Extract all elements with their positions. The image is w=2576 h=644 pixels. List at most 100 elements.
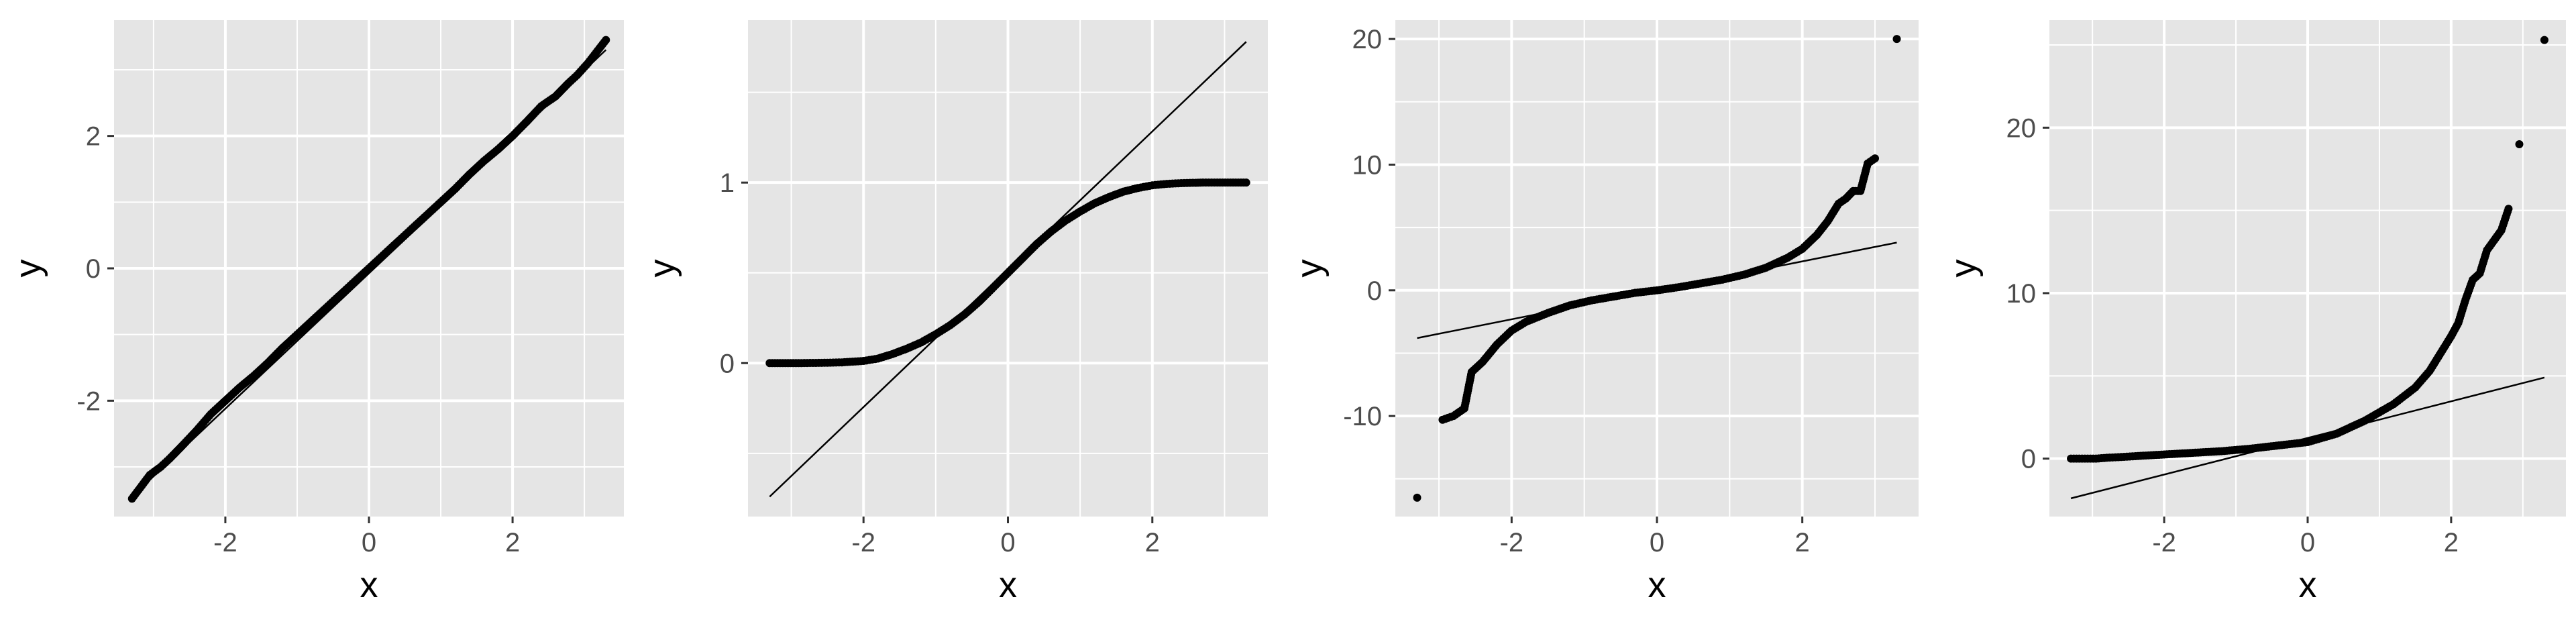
data-point (2116, 453, 2125, 462)
y-tick-label: -10 (1343, 402, 1382, 431)
data-point (1479, 358, 1487, 366)
x-tick-label: 2 (1795, 528, 1810, 557)
data-point (2483, 246, 2491, 254)
x-axis-title: x (999, 565, 1017, 605)
data-point (1740, 270, 1748, 279)
x-tick-label: 0 (2300, 528, 2315, 557)
data-point (1798, 244, 1807, 253)
data-point (975, 297, 983, 306)
data-point (946, 321, 955, 329)
data-point (888, 350, 897, 358)
x-tick-label: -2 (1500, 528, 1524, 557)
data-point (127, 494, 136, 503)
reference-line (2070, 376, 2545, 500)
data-point (2475, 269, 2484, 278)
data-point (2447, 332, 2455, 341)
data-point (2188, 449, 2197, 458)
y-tick-label: 0 (720, 349, 735, 378)
data-point (808, 359, 817, 368)
data-point (2390, 400, 2398, 409)
data-point (1119, 187, 1128, 196)
data-point (1566, 301, 1574, 310)
data-point (1674, 283, 1683, 292)
x-tick-label: -2 (213, 528, 237, 557)
y-tick-label: 0 (86, 254, 101, 284)
data-point (1697, 279, 1705, 288)
data-point (551, 92, 560, 101)
data-point (146, 470, 154, 479)
y-axis-title: y (8, 260, 48, 278)
data-point (1004, 268, 1012, 277)
data-point (902, 344, 911, 353)
data-point (2102, 453, 2111, 462)
data-point (393, 237, 402, 246)
data-point (250, 371, 258, 380)
data-point (1467, 368, 1476, 376)
data-point (321, 304, 330, 313)
data-point (2332, 429, 2341, 438)
data-point (1823, 217, 1832, 225)
data-point (823, 358, 832, 367)
qq-panel-3: -2 0 2 -10 0 10 20 x y (1289, 20, 1919, 605)
data-point (1242, 178, 1250, 187)
x-tick-label: -2 (2152, 528, 2176, 557)
y-axis-title: y (1289, 260, 1330, 278)
data-point (480, 157, 488, 166)
data-point (292, 330, 301, 339)
data-point (336, 290, 345, 299)
point-trail (2070, 207, 2512, 463)
data-point (1163, 180, 1171, 189)
data-point (1105, 193, 1114, 201)
x-tick-label: -2 (851, 528, 875, 557)
data-point (2304, 438, 2312, 446)
data-point (1018, 254, 1027, 263)
data-point (2131, 451, 2140, 460)
data-point (207, 410, 215, 419)
data-point (602, 36, 610, 44)
data-point (1653, 286, 1661, 294)
x-tick-label: 0 (1650, 528, 1664, 557)
data-point (1438, 415, 1447, 424)
data-point (765, 359, 774, 368)
data-point (1090, 199, 1099, 208)
data-point (523, 117, 531, 125)
data-point (494, 145, 502, 154)
y-axis-title: y (1943, 260, 1984, 278)
data-point (1199, 178, 1208, 187)
x-tick-label: 0 (362, 528, 376, 557)
data-point (1413, 493, 1421, 502)
data-point (350, 277, 359, 286)
data-point (1544, 309, 1552, 317)
data-point (278, 343, 287, 352)
data-point (422, 211, 431, 220)
y-tick-label: 2 (86, 122, 101, 152)
data-point (564, 78, 573, 87)
data-point (1813, 231, 1821, 239)
data-point (931, 330, 940, 339)
x-axis-title: x (2299, 565, 2317, 605)
data-point (2411, 383, 2420, 392)
data-point (1191, 178, 1200, 187)
data-point (837, 358, 846, 367)
data-point (1148, 181, 1157, 190)
data-point (2217, 447, 2226, 455)
data-point (1507, 326, 1516, 335)
data-point (873, 354, 882, 363)
data-point (1871, 154, 1879, 163)
y-tick-label: 10 (2006, 279, 2037, 309)
data-point (2504, 205, 2513, 213)
y-tick-label: 20 (1352, 25, 1383, 54)
data-point (235, 383, 244, 392)
data-point (1493, 340, 1501, 349)
data-point (408, 224, 417, 233)
data-point (2160, 450, 2169, 459)
data-point (2515, 140, 2524, 148)
data-point (1449, 412, 1458, 421)
data-point (1047, 227, 1056, 235)
data-point (2092, 454, 2100, 463)
data-point (221, 396, 229, 405)
data-point (2440, 343, 2449, 352)
data-point (2540, 36, 2548, 44)
